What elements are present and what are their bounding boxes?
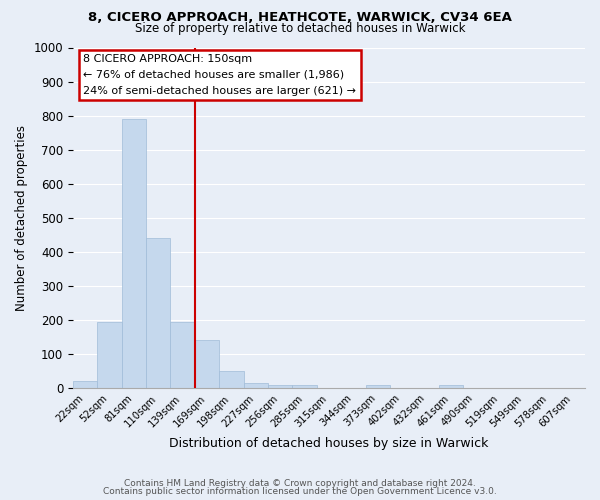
Bar <box>292 385 317 388</box>
Text: Contains public sector information licensed under the Open Government Licence v3: Contains public sector information licen… <box>103 487 497 496</box>
Text: 8, CICERO APPROACH, HEATHCOTE, WARWICK, CV34 6EA: 8, CICERO APPROACH, HEATHCOTE, WARWICK, … <box>88 11 512 24</box>
Bar <box>439 385 463 388</box>
Text: 8 CICERO APPROACH: 150sqm
← 76% of detached houses are smaller (1,986)
24% of se: 8 CICERO APPROACH: 150sqm ← 76% of detac… <box>83 54 356 96</box>
Bar <box>122 119 146 388</box>
Bar <box>244 383 268 388</box>
Bar <box>73 382 97 388</box>
Text: Contains HM Land Registry data © Crown copyright and database right 2024.: Contains HM Land Registry data © Crown c… <box>124 478 476 488</box>
X-axis label: Distribution of detached houses by size in Warwick: Distribution of detached houses by size … <box>169 437 488 450</box>
Text: Size of property relative to detached houses in Warwick: Size of property relative to detached ho… <box>135 22 465 35</box>
Bar <box>146 238 170 388</box>
Bar <box>268 385 292 388</box>
Y-axis label: Number of detached properties: Number of detached properties <box>15 125 28 311</box>
Bar <box>219 371 244 388</box>
Bar <box>365 385 390 388</box>
Bar <box>170 322 195 388</box>
Bar <box>195 340 219 388</box>
Bar <box>97 322 122 388</box>
